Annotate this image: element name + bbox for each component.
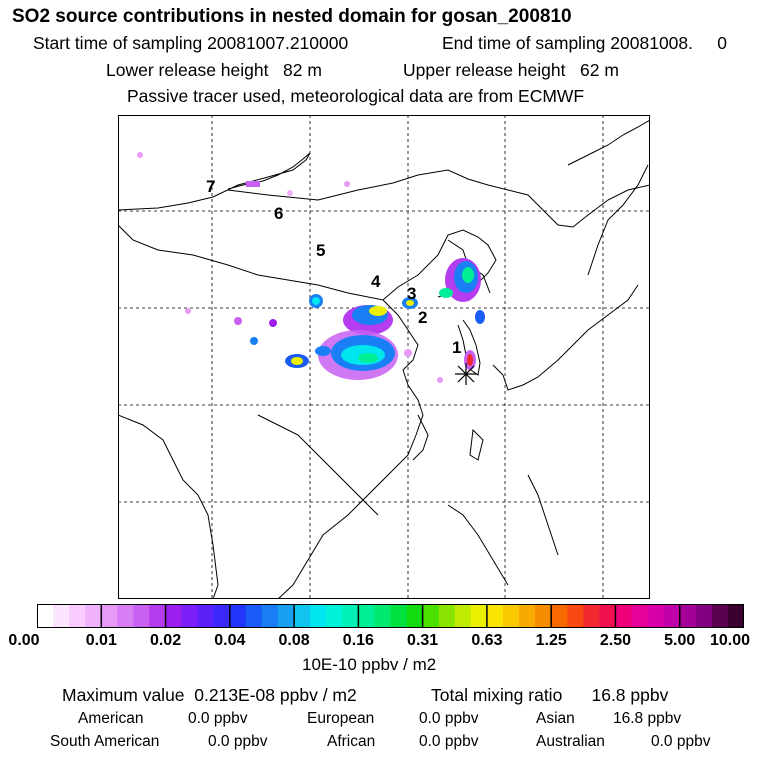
color-scale-cell [486,604,504,628]
so2-plume [137,152,485,383]
total-mixing-ratio: Total mixing ratio 16.8 ppbv [431,685,669,705]
color-scale-tick-label: 0.02 [149,632,182,649]
asian-label: Asian [536,710,575,727]
color-scale-cell [117,604,134,628]
australian-label: Australian [536,733,605,750]
color-scale-cell [69,604,86,628]
color-scale-cell [502,604,520,628]
color-scale-cell [197,604,215,628]
color-scale-tick-label: 0.16 [342,632,374,649]
region-label-1: 1 [452,338,461,357]
region-label-2: 2 [418,308,427,327]
color-scale-cell [37,604,54,628]
color-scale-cell [551,604,568,628]
african-label: African [327,733,376,750]
color-scale-tick-label: 0.01 [85,632,117,649]
color-scale-cell [663,604,681,628]
color-scale-bar [37,604,744,628]
color-scale-cell [374,604,391,628]
color-scale-cell [213,604,231,628]
color-scale-tick-label: 0.04 [214,632,246,649]
concentration-map: 1 2 3 4 5 6 7 [118,115,650,599]
color-scale-unit: 10E-10 ppbv / m2 [302,655,437,674]
color-scale-cell [519,604,536,628]
color-scale-cell [647,604,665,628]
color-scale-cell [406,604,424,628]
color-scale-tick-label: 2.50 [599,632,632,649]
color-scale-cell [535,604,552,628]
color-scale-cell [53,604,70,628]
color-scale-cell [85,604,102,628]
color-scale-cell [245,604,263,628]
color-scale-cell [567,604,584,628]
color-scale-tick-label: 10.00 [709,632,751,649]
color-scale-cell [631,604,649,628]
region-label-7: 7 [206,177,215,196]
region-label-4: 4 [371,272,381,291]
color-scale-cell [358,604,375,628]
sampling-end: End time of sampling 20081008. 0 [442,33,728,53]
european-value: 0.0 ppbv [419,710,479,727]
lower-release-height: Lower release height 82 m [106,60,322,80]
australian-value: 0.0 ppbv [651,733,711,750]
maximum-value: Maximum value 0.213E-08 ppbv / m2 [62,685,357,705]
american-label: American [78,710,144,727]
color-scale-cell [294,604,311,628]
color-scale-cell [679,604,697,628]
asian-value: 16.8 ppbv [613,710,682,727]
color-scale-cell [599,604,616,628]
region-label-3: 3 [407,284,416,303]
color-scale-cell [390,604,408,628]
receptor-asterisk-marker [455,363,477,385]
region-label-6: 6 [274,204,283,223]
color-scale-cell [454,604,472,628]
region-label-5: 5 [316,241,325,260]
color-scale-cell [727,604,744,628]
south-american-label: South American [50,733,160,750]
color-scale-cell [422,604,440,628]
color-scale-cell [615,604,633,628]
color-scale-cell [438,604,456,628]
color-scale-cell [583,604,600,628]
color-scale-tick-label: 0.31 [407,632,439,649]
color-scale-tick-label: 0.00 [8,632,40,649]
color-scale-tick-label: 5.00 [664,632,696,649]
upper-release-height: Upper release height 62 m [403,60,619,80]
color-scale-tick-label: 1.25 [535,632,567,649]
coastlines [118,119,650,599]
color-scale-tick-label: 0.08 [278,632,310,649]
color-scale-cell [470,604,488,628]
color-scale-cell [278,604,295,628]
european-label: European [307,710,375,727]
color-scale-cell [229,604,247,628]
color-scale-cell [261,604,279,628]
african-value: 0.0 ppbv [419,733,479,750]
color-scale-cell [149,604,167,628]
color-scale-cell [711,604,729,628]
color-scale-cell [165,604,183,628]
color-scale-cell [342,604,359,628]
color-scale-cell [181,604,199,628]
color-scale-tick-label: 0.63 [471,632,503,649]
color-scale-cell [695,604,713,628]
color-scale-cell [310,604,327,628]
south-american-value: 0.0 ppbv [208,733,268,750]
plot-title: SO2 source contributions in nested domai… [12,6,572,27]
color-scale-cell [133,604,150,628]
sampling-start: Start time of sampling 20081007.210000 [33,33,349,53]
american-value: 0.0 ppbv [188,710,248,727]
color-scale-cell [101,604,118,628]
color-scale-cell [326,604,343,628]
tracer-note: Passive tracer used, meteorological data… [127,86,585,106]
